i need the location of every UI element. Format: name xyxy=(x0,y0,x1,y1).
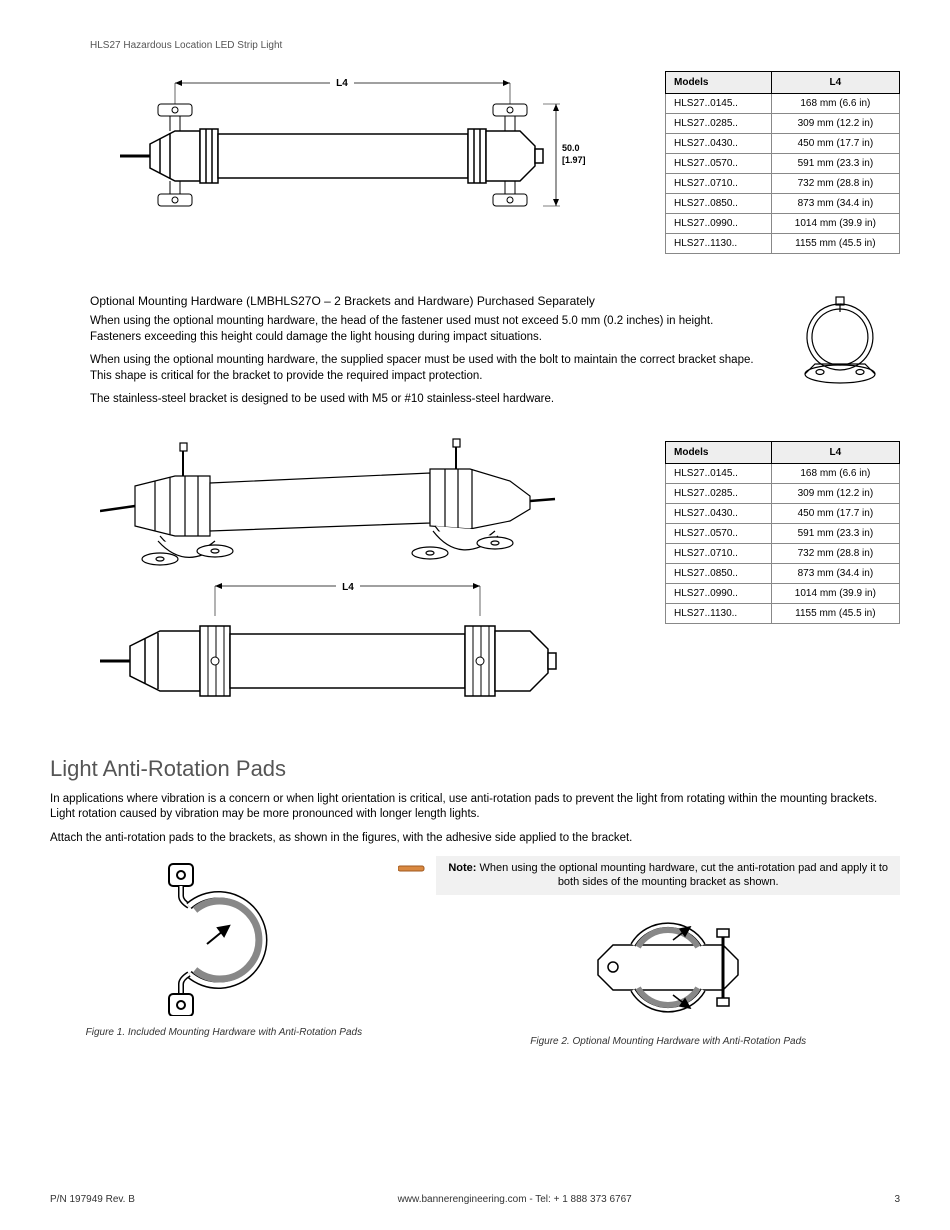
note-box: Note: When using the optional mounting h… xyxy=(436,856,900,895)
dim-50in: [1.97] xyxy=(562,155,586,165)
anti-rotation-p2: Attach the anti-rotation pads to the bra… xyxy=(50,831,900,847)
note-text: When using the optional mounting hardwar… xyxy=(476,862,888,888)
models-table-2: ModelsL4HLS27..0145..168 mm (6.6 in)HLS2… xyxy=(665,441,900,624)
pad-piece-icon xyxy=(398,864,428,874)
footer-right: 3 xyxy=(894,1194,900,1205)
page-header: HLS27 Hazardous Location LED Strip Light xyxy=(90,40,900,51)
footer-left: P/N 197949 Rev. B xyxy=(50,1194,135,1205)
dim-label-l4-2: L4 xyxy=(342,582,354,593)
dim-label-l4: L4 xyxy=(336,78,348,89)
figure-1-diagram xyxy=(129,856,319,1016)
models-table-1: ModelsL4HLS27..0145..168 mm (6.6 in)HLS2… xyxy=(665,71,900,254)
figure-1-caption: Figure 1. Included Mounting Hardware wit… xyxy=(50,1027,398,1038)
optional-hw-heading: Optional Mounting Hardware (LMBHLS27O – … xyxy=(90,294,760,308)
optional-hw-p2: When using the optional mounting hardwar… xyxy=(90,353,760,384)
dim-50mm: 50.0 xyxy=(562,143,580,153)
dimension-diagram-mid: L4 xyxy=(100,431,600,731)
footer-center: www.bannerengineering.com - Tel: + 1 888… xyxy=(135,1194,895,1205)
figure-2-caption: Figure 2. Optional Mounting Hardware wit… xyxy=(436,1036,900,1047)
dimension-diagram-top: L4 xyxy=(120,71,590,221)
note-label: Note: xyxy=(448,862,476,874)
bracket-clamp-icon xyxy=(790,294,890,394)
figure-2-diagram xyxy=(578,905,758,1025)
anti-rotation-heading: Light Anti-Rotation Pads xyxy=(50,756,900,782)
anti-rotation-p1: In applications where vibration is a con… xyxy=(50,792,900,823)
optional-hw-p1: When using the optional mounting hardwar… xyxy=(90,314,760,345)
optional-hw-p3: The stainless-steel bracket is designed … xyxy=(90,392,760,408)
